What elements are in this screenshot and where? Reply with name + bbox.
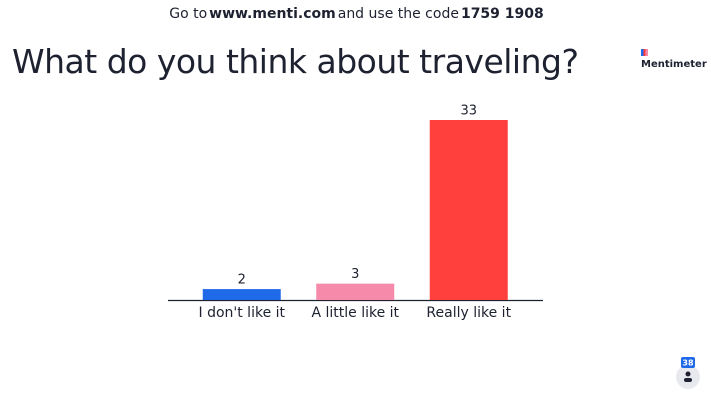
x-tick-label: A little like it: [311, 305, 399, 321]
x-tick-label: I don't like it: [198, 305, 285, 321]
chart-title: What do you think about traveling?: [12, 42, 579, 81]
participant-body: [684, 378, 692, 382]
bar: [316, 283, 395, 300]
x-tick-label: Really like it: [426, 305, 511, 321]
join-code: 1759 1908: [460, 6, 544, 22]
participant-badge: [681, 357, 695, 368]
logo-text: Mentimeter: [641, 59, 707, 70]
participant-count: 38: [682, 359, 694, 368]
value-label: 2: [238, 273, 246, 288]
join-middle: and use the code: [337, 6, 459, 22]
bar: [202, 289, 281, 300]
join-url: www.menti.com: [209, 6, 336, 22]
participant-head: [685, 371, 691, 377]
logo: Mentimeter: [641, 48, 711, 70]
bar: [429, 120, 508, 300]
join-instructions: Go to www.menti.com and use the code 1759 1…: [0, 6, 711, 22]
participant-icon: [676, 365, 700, 389]
value-label: 33: [460, 104, 477, 119]
value-label: 3: [351, 267, 359, 282]
join-prefix: Go to: [169, 6, 208, 22]
